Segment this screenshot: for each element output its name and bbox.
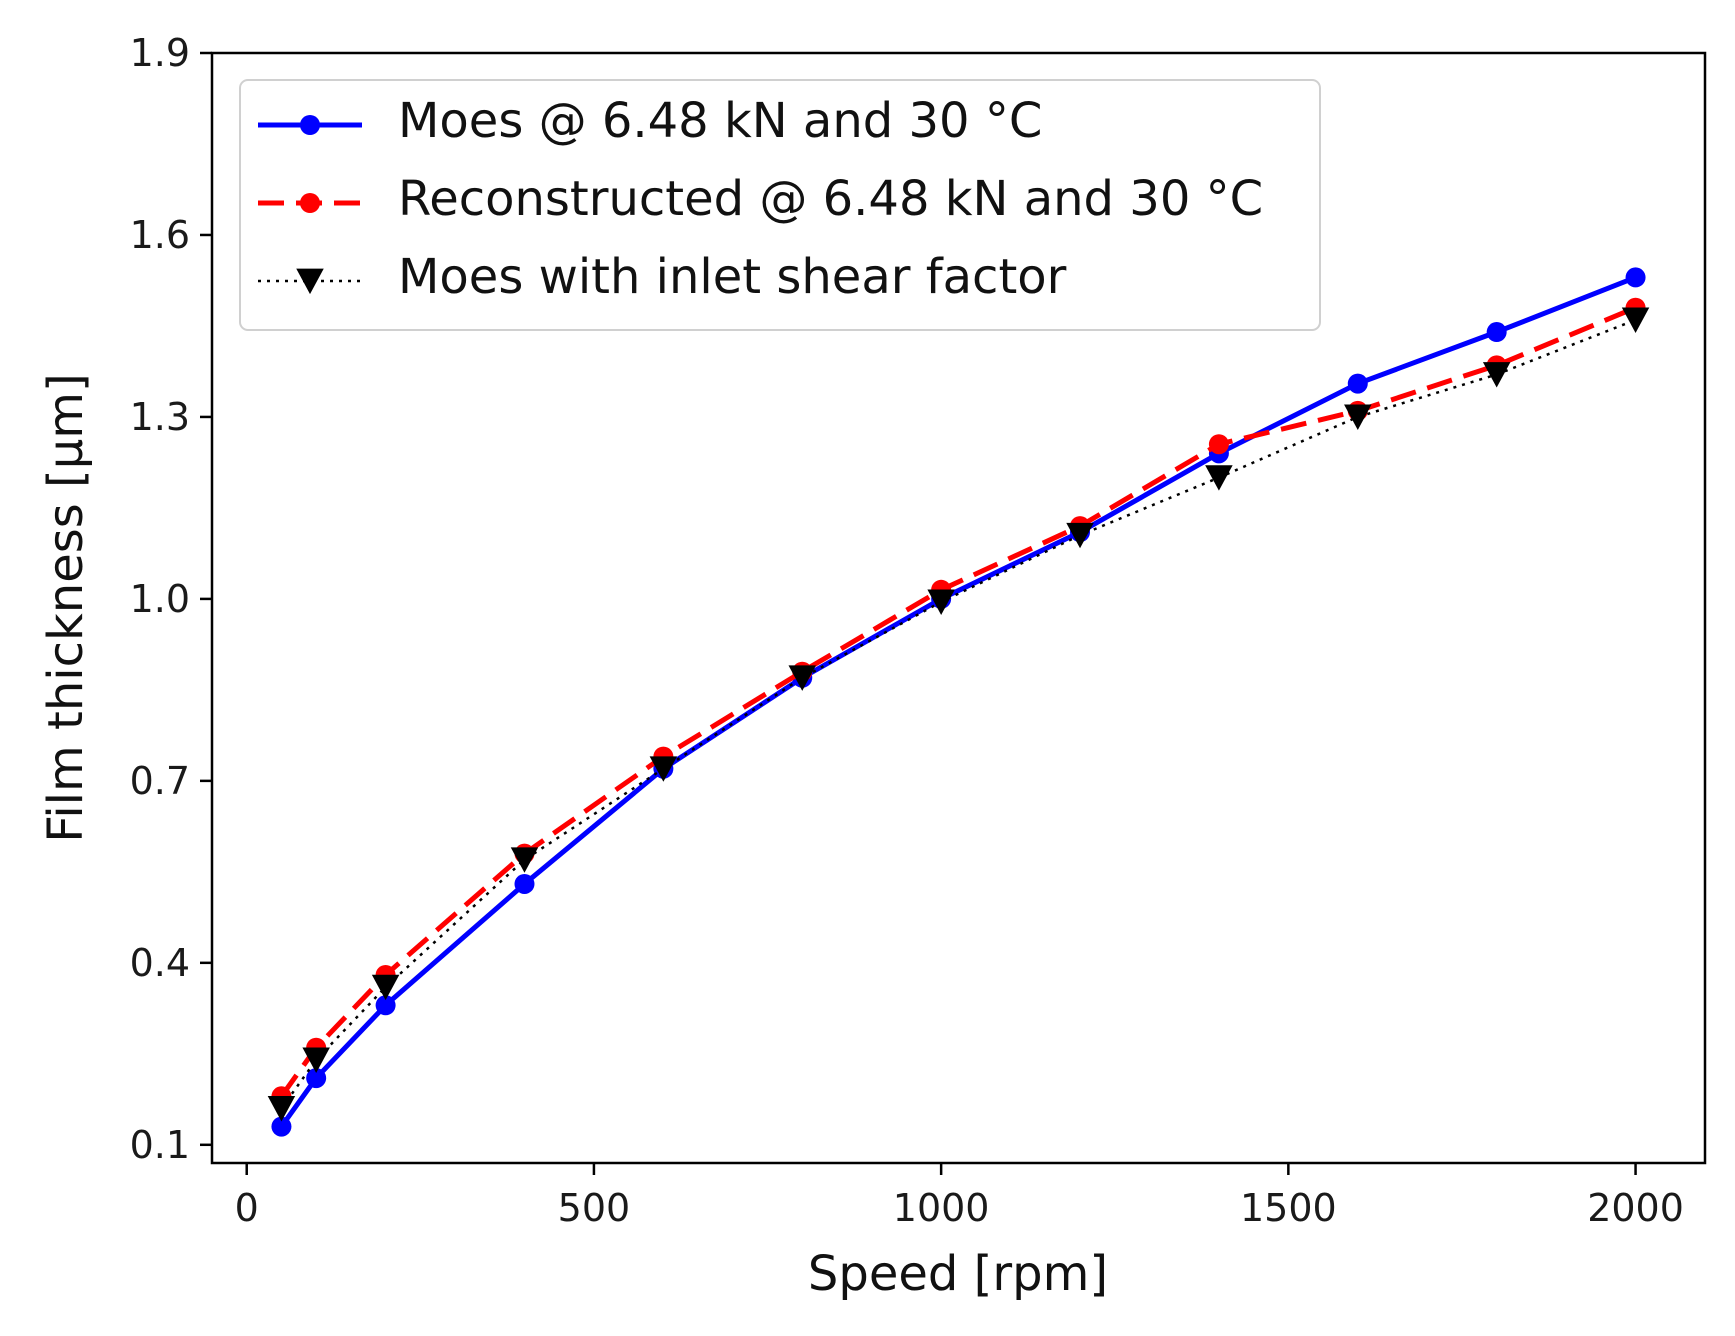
data-point-moes (271, 1116, 292, 1137)
data-point-moes (514, 873, 535, 894)
series-inlet-shear (267, 307, 1650, 1122)
data-point-moes (1486, 322, 1507, 343)
x-axis-title: Speed [rpm] (808, 1246, 1108, 1302)
data-point-inlet-shear (510, 847, 539, 873)
legend-marker-inlet-shear (296, 268, 324, 295)
data-point-inlet-shear (1344, 404, 1372, 430)
data-point-inlet-shear (788, 665, 817, 691)
y-tick-label: 1.6 (130, 213, 190, 257)
plot-frame (210, 51, 1707, 1165)
data-point-inlet-shear (927, 589, 955, 615)
legend: Moes @ 6.48 kN and 30 °C Reconstructed @… (239, 79, 1321, 331)
data-point-inlet-shear (1066, 522, 1094, 549)
y-axis-title: Film thickness [μm] (38, 373, 94, 843)
y-tick-label: 1.3 (130, 395, 190, 439)
x-tick-label: 1500 (1240, 1186, 1337, 1230)
data-point-moes (375, 995, 396, 1016)
legend-label-moes: Moes @ 6.48 kN and 30 °C (398, 93, 1042, 149)
data-point-reconstructed (1208, 434, 1229, 455)
y-tick-label: 0.4 (130, 941, 190, 985)
y-tick-label: 0.7 (130, 759, 190, 803)
x-tick-label: 2000 (1587, 1186, 1684, 1230)
series-layer (267, 267, 1650, 1137)
x-tick-label: 1000 (893, 1186, 990, 1230)
data-point-inlet-shear (1205, 465, 1233, 491)
data-point-moes (1347, 373, 1368, 394)
data-point-moes (1625, 267, 1646, 288)
x-axis-ticks: 0 500 1000 1500 2000 (235, 1163, 1684, 1230)
legend-marker-moes (300, 115, 320, 135)
series-line-moes (279, 275, 1637, 1129)
data-point-inlet-shear (1482, 362, 1511, 388)
data-point-moes (306, 1068, 327, 1089)
y-axis-ticks: 0.1 0.4 0.7 1.0 1.3 1.6 1.9 (130, 31, 212, 1167)
legend-label-reconstructed: Reconstructed @ 6.48 kN and 30 °C (398, 171, 1263, 227)
y-tick-label: 1.9 (130, 31, 190, 75)
data-point-inlet-shear (649, 756, 678, 782)
x-tick-label: 0 (235, 1186, 259, 1230)
data-point-inlet-shear (302, 1047, 330, 1073)
x-tick-label: 500 (558, 1186, 631, 1230)
data-point-inlet-shear (1621, 307, 1650, 333)
legend-marker-reconstructed (300, 193, 320, 213)
data-point-inlet-shear (371, 974, 400, 1001)
data-point-inlet-shear (267, 1096, 296, 1122)
legend-label-inlet-shear: Moes with inlet shear factor (398, 249, 1067, 305)
y-tick-label: 0.1 (130, 1123, 190, 1167)
y-tick-label: 1.0 (130, 577, 190, 621)
legend-box (239, 79, 1321, 331)
